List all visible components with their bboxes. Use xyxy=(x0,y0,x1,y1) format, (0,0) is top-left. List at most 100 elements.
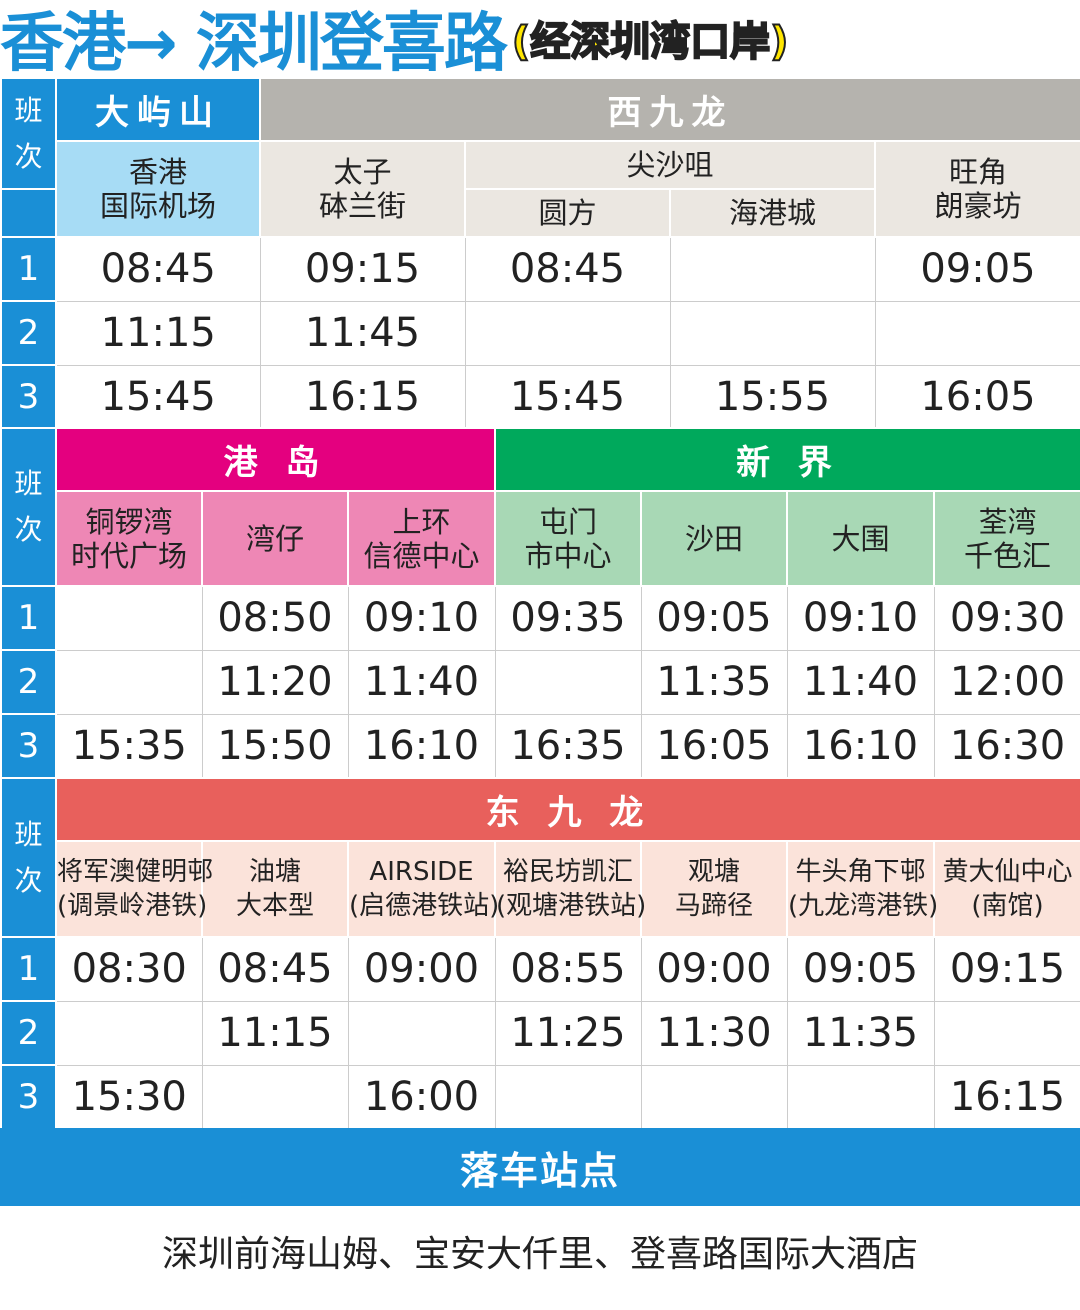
departure-time: 09:15 xyxy=(933,936,1080,1002)
stop-header: 香港 国际机场 xyxy=(55,140,261,238)
stop-header: 荃湾 千色汇 xyxy=(932,490,1080,587)
departure-time: 09:00 xyxy=(640,936,788,1002)
trip-number: 2 xyxy=(0,649,57,715)
trip-label: 班 次 xyxy=(0,77,57,190)
trip-number: 3 xyxy=(0,713,57,779)
departure-time: 09:00 xyxy=(347,936,496,1002)
trip-number: 3 xyxy=(0,1064,57,1130)
departure-time: 15:55 xyxy=(669,364,876,430)
departure-time: 11:30 xyxy=(640,1000,788,1066)
departure-time: 09:05 xyxy=(640,585,788,651)
departure-time: 12:00 xyxy=(933,649,1080,715)
trip-label: 班 次 xyxy=(0,777,57,938)
stop-header: 圆方 xyxy=(464,188,671,238)
trip-row: 3 15:35 15:50 16:10 16:35 16:05 16:10 16:30 xyxy=(0,713,1080,779)
dropoff-header: 落车站点 xyxy=(0,1128,1080,1206)
departure-time: 08:45 xyxy=(201,936,349,1002)
trip-row: 1 08:45 09:15 08:45 09:05 xyxy=(0,236,1080,302)
stop-header: 湾仔 xyxy=(201,490,349,587)
departure-time: 16:15 xyxy=(933,1064,1080,1130)
departure-time: 11:40 xyxy=(347,649,496,715)
trip-row: 1 08:50 09:10 09:35 09:05 09:10 09:30 xyxy=(0,585,1080,651)
departure-time: 11:40 xyxy=(786,649,935,715)
departure-time: 11:25 xyxy=(494,1000,642,1066)
departure-time xyxy=(201,1064,349,1130)
route-title: 香港→ 深圳登喜路 xyxy=(0,7,508,81)
departure-time: 16:35 xyxy=(494,713,642,779)
departure-time xyxy=(347,1000,496,1066)
stop-header: 黄大仙中心 (南馆) xyxy=(932,840,1080,938)
trip-label-fill xyxy=(0,189,57,238)
stop-header: 油塘 大本型 xyxy=(201,840,349,938)
departure-time: 08:45 xyxy=(55,236,261,302)
route-subtitle: (经深圳湾口岸) xyxy=(511,18,790,66)
region-header: 大屿山 xyxy=(55,77,261,142)
departure-time: 15:50 xyxy=(201,713,349,779)
timetable-east-kowloon: 班 次 东 九 龙 将军澳健明邨 (调景岭港铁) 油塘 大本型 AIRSIDE (启… xyxy=(0,777,1080,1130)
departure-time: 08:45 xyxy=(464,236,671,302)
departure-time: 11:15 xyxy=(55,300,261,366)
trip-label: 班 次 xyxy=(0,427,57,587)
departure-time: 16:05 xyxy=(640,713,788,779)
departure-time: 09:10 xyxy=(347,585,496,651)
stop-header: 旺角 朗豪坊 xyxy=(874,140,1080,238)
stop-header: 太子 砵兰街 xyxy=(259,140,466,238)
dropoff-destinations: 深圳前海山姆、宝安大仟里、登喜路国际大酒店 xyxy=(161,1234,918,1275)
departure-time xyxy=(494,1064,642,1130)
trip-label-text: 班 次 xyxy=(14,467,43,546)
departure-time: 11:45 xyxy=(259,300,466,366)
departure-time: 09:05 xyxy=(874,236,1080,302)
departure-time: 15:30 xyxy=(55,1064,203,1130)
trip-row: 2 11:15 11:25 11:30 11:35 xyxy=(0,1000,1080,1066)
timetable-hk-island-nt: 班 次 港 岛 新 界 铜锣湾 时代广场 湾仔 上环 信德中心 屯门 市中心 沙田 大围荃… xyxy=(0,427,1080,779)
trip-number: 2 xyxy=(0,300,57,366)
departure-time: 08:55 xyxy=(494,936,642,1002)
stop-header: 裕民坊凯汇 (观塘港铁站) xyxy=(494,840,646,938)
departure-time: 08:50 xyxy=(201,585,349,651)
departure-time xyxy=(640,1064,788,1130)
trip-row: 2 11:20 11:40 11:35 11:40 12:00 xyxy=(0,649,1080,715)
departure-time: 16:10 xyxy=(786,713,935,779)
page-title: 香港→ 深圳登喜路 (经深圳湾口岸) xyxy=(0,0,790,81)
departure-time: 09:05 xyxy=(786,936,935,1002)
stop-header: 观塘 马蹄径 xyxy=(640,840,788,938)
departure-time: 11:15 xyxy=(201,1000,349,1066)
departure-time: 15:45 xyxy=(55,364,261,430)
stop-group-header: 尖沙咀 xyxy=(464,140,876,190)
departure-time xyxy=(669,300,876,366)
departure-time xyxy=(669,236,876,302)
trip-label-text: 班 次 xyxy=(14,93,43,173)
region-header: 西九龙 xyxy=(259,77,1080,142)
departure-time xyxy=(464,300,671,366)
departure-time: 16:00 xyxy=(347,1064,496,1130)
trip-number: 1 xyxy=(0,936,57,1002)
timetable-west-kowloon: 班 次 大屿山 西九龙 香港 国际机场 太子 砵兰街 尖沙咀 旺角 朗豪坊 圆方… xyxy=(0,77,1080,430)
departure-time: 09:35 xyxy=(494,585,642,651)
region-header: 新 界 xyxy=(493,427,1080,492)
departure-time xyxy=(494,649,642,715)
departure-time xyxy=(874,300,1080,366)
departure-time: 09:10 xyxy=(786,585,935,651)
departure-time: 16:05 xyxy=(874,364,1080,430)
trip-row: 1 08:30 08:45 09:00 08:55 09:00 09:05 09:15 xyxy=(0,936,1080,1002)
trip-number: 3 xyxy=(0,364,57,430)
stop-header: 上环 信德中心 xyxy=(347,490,496,587)
stop-header: 将军澳健明邨 (调景岭港铁) xyxy=(55,840,213,938)
stop-header: 铜锣湾 时代广场 xyxy=(55,490,203,587)
departure-time: 11:20 xyxy=(201,649,349,715)
departure-time: 11:35 xyxy=(786,1000,935,1066)
region-header: 港 岛 xyxy=(55,427,496,492)
departure-time: 15:35 xyxy=(55,713,203,779)
departure-time: 15:45 xyxy=(464,364,671,430)
departure-time xyxy=(786,1064,935,1130)
trip-row: 3 15:30 16:00 16:15 xyxy=(0,1064,1080,1130)
trip-label-text: 班 次 xyxy=(14,817,43,897)
departure-time: 09:30 xyxy=(933,585,1080,651)
departure-time: 16:10 xyxy=(347,713,496,779)
departure-time: 16:30 xyxy=(933,713,1080,779)
stop-header: 沙田 xyxy=(640,490,788,587)
departure-time: 16:15 xyxy=(259,364,466,430)
departure-time: 09:15 xyxy=(259,236,466,302)
departure-time xyxy=(55,1000,203,1066)
stop-header: 屯门 市中心 xyxy=(494,490,642,587)
